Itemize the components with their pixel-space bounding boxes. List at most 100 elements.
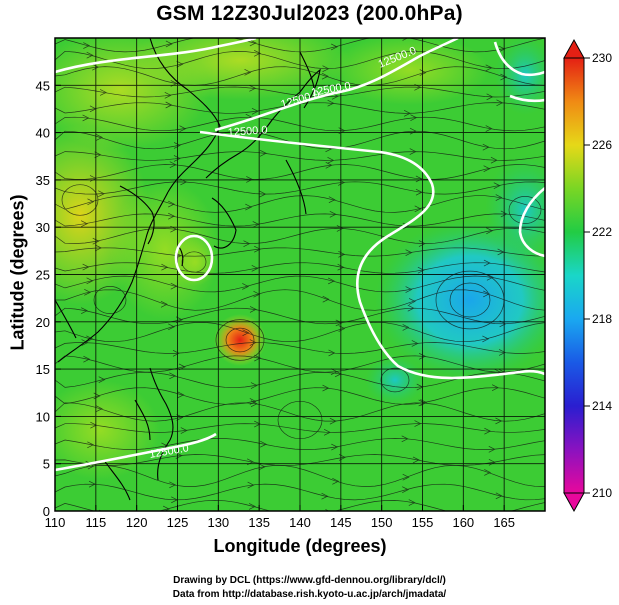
circulation-ring bbox=[93, 286, 127, 314]
circulation-ring bbox=[449, 282, 491, 318]
y-tick-label: 15 bbox=[36, 362, 50, 377]
streamline-arrow bbox=[246, 176, 254, 183]
streamline-arrow bbox=[485, 64, 493, 72]
streamline-arrow bbox=[405, 286, 413, 293]
streamline-arrow bbox=[490, 156, 498, 164]
streamline-arrow bbox=[486, 93, 494, 101]
streamline-arrow bbox=[486, 273, 494, 281]
streamline-arrow bbox=[82, 263, 90, 271]
streamline bbox=[55, 355, 545, 373]
streamline-arrow bbox=[327, 99, 335, 107]
streamline-arrow bbox=[330, 43, 338, 51]
streamline-arrow bbox=[498, 45, 506, 53]
streamline-arrow bbox=[244, 69, 252, 76]
streamline bbox=[55, 342, 545, 354]
streamline-arrow bbox=[322, 295, 330, 303]
circulation-ring bbox=[181, 251, 207, 273]
streamline bbox=[55, 262, 545, 274]
streamline-arrow bbox=[405, 249, 413, 256]
streamline-arrow bbox=[327, 157, 335, 164]
streamline-arrow bbox=[327, 277, 335, 285]
streamline-arrow bbox=[170, 282, 178, 290]
streamline-arrow bbox=[160, 300, 168, 308]
streamline-arrow bbox=[164, 92, 172, 99]
streamline-arrow bbox=[410, 47, 418, 55]
x-tick-label: 160 bbox=[452, 515, 474, 530]
streamline-arrow bbox=[84, 289, 92, 296]
y-tick-label: 10 bbox=[36, 409, 50, 424]
streamline-arrow bbox=[169, 372, 177, 380]
streamline-arrow bbox=[82, 114, 90, 122]
streamline-arrow bbox=[409, 148, 417, 155]
streamline-arrow bbox=[249, 306, 257, 313]
x-tick-label: 140 bbox=[289, 515, 311, 530]
streamline-arrow bbox=[253, 290, 261, 298]
streamline bbox=[55, 86, 545, 98]
streamline-arrow bbox=[497, 248, 505, 256]
streamline-arrow bbox=[250, 382, 258, 389]
x-axis-ticks: 110 115 120 125 130 135 140 145 150 155 160 165 bbox=[45, 505, 515, 530]
streamline-arrow bbox=[173, 155, 181, 162]
streamline-arrow bbox=[89, 175, 97, 182]
streamline-arrow bbox=[407, 304, 415, 312]
streamline-arrow bbox=[337, 263, 345, 271]
streamline bbox=[55, 438, 545, 450]
streamline-arrow bbox=[328, 196, 336, 204]
streamline-arrow bbox=[334, 370, 342, 378]
streamline bbox=[55, 213, 545, 227]
streamline-arrow bbox=[83, 42, 91, 49]
streamline-arrow bbox=[325, 161, 333, 169]
streamline bbox=[55, 321, 545, 343]
streamline-arrow bbox=[170, 225, 178, 233]
streamline-arrow bbox=[92, 63, 99, 71]
streamline-arrow bbox=[162, 505, 170, 511]
streamline-arrow bbox=[486, 227, 494, 235]
streamline-arrow bbox=[254, 420, 261, 428]
streamline-arrow bbox=[488, 459, 496, 466]
streamline-arrow bbox=[81, 339, 89, 346]
streamline-arrow bbox=[176, 414, 184, 421]
streamline-arrow bbox=[402, 38, 409, 41]
y-tick-label: 30 bbox=[36, 220, 50, 235]
streamline-arrow bbox=[338, 325, 346, 332]
streamline-arrow bbox=[402, 486, 409, 493]
streamline-arrow bbox=[259, 190, 267, 198]
streamline-arrow bbox=[402, 473, 410, 481]
streamline-arrow bbox=[500, 73, 508, 81]
x-tick-label: 110 bbox=[45, 515, 66, 530]
streamline-arrow bbox=[414, 420, 422, 427]
y-tick-label: 25 bbox=[36, 268, 50, 283]
x-tick-label: 135 bbox=[248, 515, 270, 530]
streamline-arrow bbox=[246, 458, 254, 466]
streamline bbox=[55, 454, 545, 466]
x-tick-label: 150 bbox=[371, 515, 393, 530]
streamline-arrow bbox=[254, 245, 261, 253]
credit-drawing: Drawing by DCL (https://www.gfd-dennou.o… bbox=[173, 575, 446, 586]
streamline-arrow bbox=[482, 335, 490, 343]
y-tick-label: 5 bbox=[43, 457, 50, 472]
streamline-arrow bbox=[98, 376, 106, 383]
streamline bbox=[55, 387, 545, 405]
streamline-arrow bbox=[86, 51, 94, 59]
streamline bbox=[55, 116, 545, 132]
streamline-arrow bbox=[338, 251, 346, 258]
streamline-arrow bbox=[180, 178, 188, 186]
streamline-arrow bbox=[168, 323, 175, 331]
streamline-arrow bbox=[161, 263, 169, 271]
streamline-arrow bbox=[83, 355, 91, 363]
streamline-arrow bbox=[247, 481, 255, 489]
colorbar-scale bbox=[563, 57, 585, 494]
streamline-arrow bbox=[498, 349, 506, 356]
streamline-arrow bbox=[496, 99, 504, 107]
streamline-arrow bbox=[408, 298, 416, 305]
height-contours bbox=[55, 38, 545, 472]
streamline bbox=[55, 307, 545, 325]
streamline bbox=[55, 50, 545, 70]
streamline bbox=[55, 38, 545, 53]
circulation-ring bbox=[277, 400, 323, 440]
streamline-arrow bbox=[250, 400, 258, 408]
streamline-arrow bbox=[87, 441, 95, 449]
streamline-arrow bbox=[172, 349, 180, 357]
streamline bbox=[55, 66, 545, 86]
